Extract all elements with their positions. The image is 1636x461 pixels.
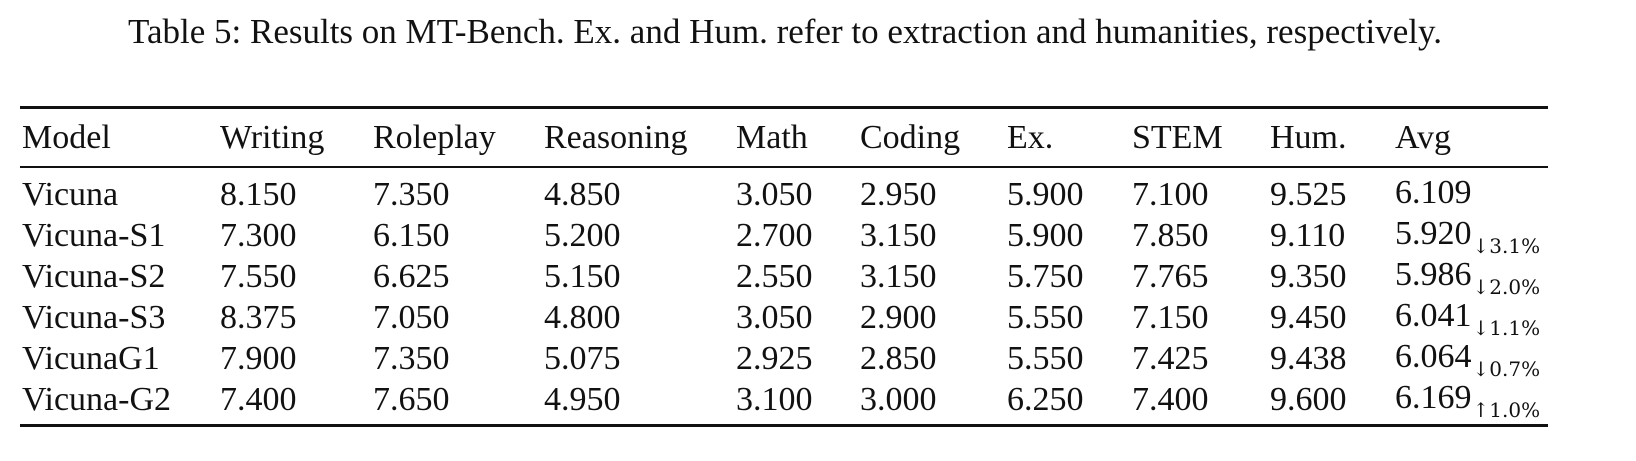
cell-average: 6.169↑1.0% xyxy=(1393,379,1548,426)
cell-stem: 7.100 xyxy=(1132,175,1209,213)
cell-average: 5.920↓3.1% xyxy=(1393,215,1548,258)
average-delta: ↓2.0% xyxy=(1472,275,1541,299)
cell-extraction: 5.900 xyxy=(1007,175,1084,213)
cell-math: 2.925 xyxy=(736,339,813,377)
table-row: Vicuna 8.150 7.350 4.850 3.050 2.950 5.9… xyxy=(20,167,1548,215)
cell-roleplay: 7.350 xyxy=(373,175,450,213)
average-value: 6.169 xyxy=(1395,379,1472,416)
cell-coding: 3.150 xyxy=(860,216,937,254)
cell-coding: 2.900 xyxy=(860,298,937,336)
cell-stem: 7.765 xyxy=(1132,257,1209,295)
cell-extraction: 6.250 xyxy=(1007,380,1084,418)
cell-writing: 7.400 xyxy=(220,380,297,418)
cell-stem: 7.150 xyxy=(1132,298,1209,336)
results-table: Model Writing Roleplay Reasoning Math Co… xyxy=(20,106,1548,427)
header-average: Avg xyxy=(1395,118,1452,156)
cell-writing: 8.375 xyxy=(220,298,297,336)
cell-coding: 2.850 xyxy=(860,339,937,377)
cell-average: 6.109 xyxy=(1393,167,1548,215)
cell-writing: 7.300 xyxy=(220,216,297,254)
average-value: 5.920 xyxy=(1395,215,1472,252)
header-extraction: Ex. xyxy=(1007,118,1054,156)
average-delta: ↑1.0% xyxy=(1472,398,1541,422)
table-row: Vicuna-S3 8.375 7.050 4.800 3.050 2.900 … xyxy=(20,297,1548,340)
cell-model: Vicuna-G2 xyxy=(22,380,172,418)
cell-average: 5.986↓2.0% xyxy=(1393,256,1548,299)
header-roleplay: Roleplay xyxy=(373,118,496,156)
header-humanities: Hum. xyxy=(1270,118,1347,156)
cell-humanities: 9.450 xyxy=(1270,298,1347,336)
table-row: Vicuna-G2 7.400 7.650 4.950 3.100 3.000 … xyxy=(20,379,1548,426)
cell-reasoning: 5.200 xyxy=(544,216,621,254)
average-value: 6.109 xyxy=(1395,174,1472,211)
header-math: Math xyxy=(736,118,808,156)
cell-reasoning: 4.800 xyxy=(544,298,621,336)
cell-extraction: 5.550 xyxy=(1007,298,1084,336)
cell-math: 3.100 xyxy=(736,380,813,418)
cell-roleplay: 7.050 xyxy=(373,298,450,336)
cell-math: 2.550 xyxy=(736,257,813,295)
cell-coding: 3.000 xyxy=(860,380,937,418)
average-value: 5.986 xyxy=(1395,256,1472,293)
header-coding: Coding xyxy=(860,118,961,156)
cell-writing: 8.150 xyxy=(220,175,297,213)
table-row: Vicuna-S1 7.300 6.150 5.200 2.700 3.150 … xyxy=(20,215,1548,258)
cell-stem: 7.400 xyxy=(1132,380,1209,418)
cell-coding: 3.150 xyxy=(860,257,937,295)
cell-roleplay: 6.625 xyxy=(373,257,450,295)
cell-reasoning: 5.075 xyxy=(544,339,621,377)
cell-extraction: 5.550 xyxy=(1007,339,1084,377)
header-row: Model Writing Roleplay Reasoning Math Co… xyxy=(20,107,1548,167)
header-stem: STEM xyxy=(1132,118,1223,156)
cell-math: 3.050 xyxy=(736,298,813,336)
cell-humanities: 9.110 xyxy=(1270,216,1346,254)
average-value: 6.064 xyxy=(1395,338,1472,375)
cell-writing: 7.900 xyxy=(220,339,297,377)
cell-roleplay: 7.350 xyxy=(373,339,450,377)
cell-model: VicunaG1 xyxy=(22,339,160,377)
header-reasoning: Reasoning xyxy=(544,118,688,156)
average-delta: ↓0.7% xyxy=(1472,357,1541,381)
table-body: Vicuna 8.150 7.350 4.850 3.050 2.950 5.9… xyxy=(20,167,1548,426)
cell-roleplay: 6.150 xyxy=(373,216,450,254)
cell-reasoning: 4.950 xyxy=(544,380,621,418)
cell-model: Vicuna-S3 xyxy=(22,298,166,336)
cell-humanities: 9.525 xyxy=(1270,175,1347,213)
cell-model: Vicuna xyxy=(22,175,119,213)
average-delta: ↓1.1% xyxy=(1472,316,1541,340)
cell-average: 6.041↓1.1% xyxy=(1393,297,1548,340)
header-writing: Writing xyxy=(220,118,325,156)
cell-extraction: 5.900 xyxy=(1007,216,1084,254)
cell-model: Vicuna-S1 xyxy=(22,216,166,254)
cell-humanities: 9.350 xyxy=(1270,257,1347,295)
cell-reasoning: 4.850 xyxy=(544,175,621,213)
table-row: VicunaG1 7.900 7.350 5.075 2.925 2.850 5… xyxy=(20,338,1548,381)
table-caption: Table 5: Results on MT-Bench. Ex. and Hu… xyxy=(128,12,1442,51)
cell-coding: 2.950 xyxy=(860,175,937,213)
cell-stem: 7.425 xyxy=(1132,339,1209,377)
cell-math: 3.050 xyxy=(736,175,813,213)
cell-writing: 7.550 xyxy=(220,257,297,295)
cell-average: 6.064↓0.7% xyxy=(1393,338,1548,381)
cell-reasoning: 5.150 xyxy=(544,257,621,295)
cell-humanities: 9.600 xyxy=(1270,380,1347,418)
table-header: Model Writing Roleplay Reasoning Math Co… xyxy=(20,107,1548,167)
cell-extraction: 5.750 xyxy=(1007,257,1084,295)
header-model: Model xyxy=(22,118,111,156)
cell-roleplay: 7.650 xyxy=(373,380,450,418)
cell-model: Vicuna-S2 xyxy=(22,257,166,295)
average-value: 6.041 xyxy=(1395,297,1472,334)
cell-stem: 7.850 xyxy=(1132,216,1209,254)
cell-humanities: 9.438 xyxy=(1270,339,1347,377)
table-row: Vicuna-S2 7.550 6.625 5.150 2.550 3.150 … xyxy=(20,256,1548,299)
average-delta: ↓3.1% xyxy=(1472,234,1541,258)
cell-math: 2.700 xyxy=(736,216,813,254)
